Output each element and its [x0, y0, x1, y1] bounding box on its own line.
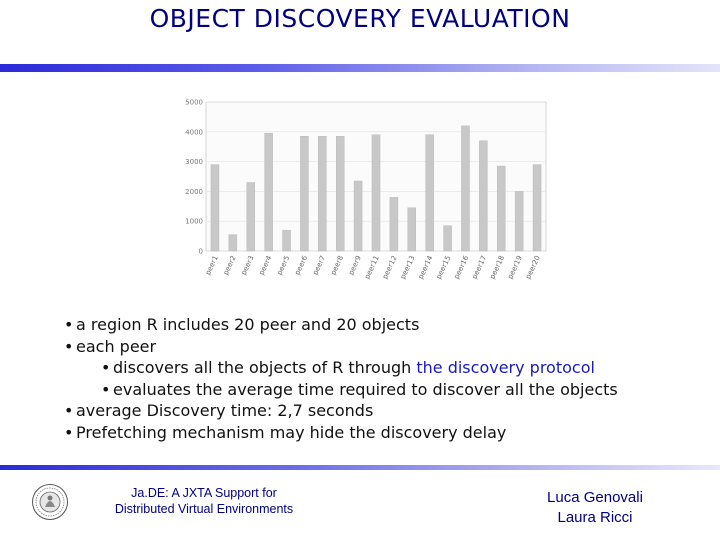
bar — [210, 164, 220, 252]
x-tick-label: peer9 — [347, 254, 363, 276]
highlighted-text: the discovery protocol — [416, 358, 595, 377]
bullet-text: average Discovery time: 2,7 seconds — [76, 401, 374, 420]
sub-bullet-item: • evaluates the average time required to … — [101, 379, 618, 399]
bullet-item: • Prefetching mechanism may hide the disc… — [64, 422, 507, 442]
x-tick-label: peer13 — [399, 254, 417, 280]
bar — [264, 133, 273, 252]
footer-authors: Luca Genovali Laura Ricci — [520, 488, 670, 528]
y-tick-label: 1000 — [185, 218, 203, 226]
slide-title: OBJECT DISCOVERY EVALUATION — [149, 4, 571, 33]
bullet-item: • a region R includes 20 peer and 20 obje… — [64, 315, 420, 334]
header-rule — [0, 64, 720, 72]
footer-title-line2: Distributed Virtual Environments — [114, 502, 294, 516]
x-tick-label: peer3 — [240, 254, 256, 276]
y-tick-label: 3000 — [185, 158, 203, 166]
bar — [228, 234, 238, 252]
bar — [479, 140, 488, 252]
bar — [318, 136, 327, 252]
bar — [335, 136, 345, 252]
footer-rule — [0, 465, 720, 470]
bar — [246, 182, 255, 252]
bullet-item: • average Discovery time: 2,7 seconds — [64, 401, 374, 420]
author-name: Laura Ricci — [557, 509, 633, 526]
bullet-text: a region R includes 20 peer and 20 objec… — [76, 315, 420, 334]
x-tick-label: peer8 — [329, 254, 345, 276]
bar — [371, 134, 381, 252]
bullet-text: discovers all the objects of R through — [113, 358, 417, 377]
bar — [461, 125, 470, 252]
x-tick-label: peer14 — [417, 254, 435, 280]
bar — [389, 197, 399, 252]
bar — [532, 164, 542, 252]
bar — [353, 180, 363, 252]
y-tick-label: 0 — [199, 248, 203, 256]
x-tick-label: peer2 — [222, 254, 238, 276]
bullet-text: evaluates the average time required to d… — [113, 379, 618, 399]
x-tick-label: peer1 — [204, 254, 220, 276]
footer-presentation-title: Ja.DE: A JXTA Support for Distributed Vi… — [90, 485, 318, 517]
bar — [407, 207, 417, 252]
author-name: Luca Genovali — [547, 489, 643, 506]
x-tick-label: peer5 — [275, 254, 291, 276]
bullet-text: each peer — [76, 336, 157, 356]
university-seal-logo — [32, 484, 68, 520]
x-tick-label: peer17 — [470, 254, 488, 280]
x-tick-label: peer4 — [258, 254, 274, 276]
x-tick-label: peer20 — [524, 254, 542, 280]
x-tick-label: peer12 — [381, 254, 399, 280]
x-tick-label: peer16 — [453, 254, 471, 280]
y-tick-label: 2000 — [185, 188, 203, 196]
bar — [425, 134, 434, 252]
bullet-text: Prefetching mechanism may hide the disco… — [76, 422, 507, 442]
x-tick-label: peer11 — [363, 254, 381, 280]
y-tick-label: 5000 — [185, 99, 203, 107]
x-tick-label: peer15 — [435, 254, 453, 280]
x-tick-label: peer19 — [506, 254, 524, 280]
bullet-list: • a region R includes 20 peer and 20 obje… — [64, 314, 704, 443]
bar — [514, 191, 524, 252]
bar — [300, 136, 309, 252]
sub-bullet-item: • discovers all the objects of R through … — [101, 358, 595, 377]
bar — [282, 229, 291, 252]
footer-title-line1: Ja.DE: A JXTA Support for — [131, 486, 277, 500]
x-tick-label: peer6 — [293, 254, 309, 276]
bar — [443, 225, 452, 252]
y-tick-label: 4000 — [185, 128, 203, 136]
bar — [497, 165, 506, 252]
bullet-item: • each peer — [64, 336, 157, 356]
x-tick-label: peer18 — [488, 254, 506, 280]
x-tick-label: peer7 — [311, 254, 327, 276]
